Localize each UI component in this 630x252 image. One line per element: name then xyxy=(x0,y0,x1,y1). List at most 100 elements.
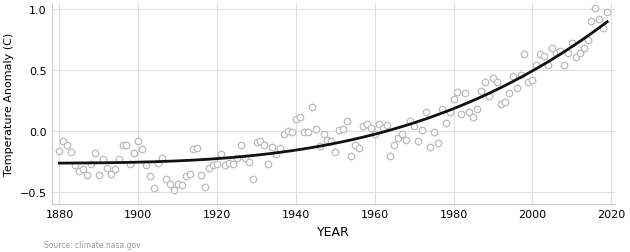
Point xyxy=(547,47,557,51)
Point xyxy=(578,47,588,51)
Point xyxy=(263,162,273,166)
Point xyxy=(472,108,482,112)
Point xyxy=(153,161,163,165)
Point xyxy=(318,132,328,136)
Point xyxy=(248,177,258,181)
Point xyxy=(492,81,502,85)
Point xyxy=(587,20,597,24)
Point xyxy=(366,126,376,130)
Point xyxy=(425,145,435,149)
Point xyxy=(137,148,147,152)
Point xyxy=(377,126,387,130)
Point xyxy=(232,156,242,160)
Point xyxy=(283,130,293,134)
Point xyxy=(456,113,466,117)
Point xyxy=(122,143,132,147)
Point xyxy=(197,173,207,177)
Point xyxy=(536,53,546,57)
Point xyxy=(323,138,333,142)
Point xyxy=(496,103,506,107)
Point xyxy=(433,142,443,146)
Point xyxy=(370,132,380,136)
Point xyxy=(267,145,277,149)
Point xyxy=(244,160,254,164)
Point xyxy=(173,182,183,186)
Point xyxy=(500,101,510,105)
Point xyxy=(449,98,459,102)
Point xyxy=(204,166,214,170)
Point xyxy=(590,7,600,11)
Point xyxy=(106,172,116,176)
Point xyxy=(326,139,336,143)
Point xyxy=(417,129,427,133)
Point xyxy=(503,92,513,96)
Point xyxy=(101,166,112,170)
Point xyxy=(314,144,324,148)
Point xyxy=(54,149,64,153)
Point xyxy=(354,147,364,151)
Point xyxy=(386,154,396,158)
Point xyxy=(555,49,565,53)
Point xyxy=(335,129,345,133)
Y-axis label: Temperature Anomaly (C): Temperature Anomaly (C) xyxy=(4,33,14,176)
Point xyxy=(515,74,525,78)
Point xyxy=(464,110,474,114)
Point xyxy=(165,182,175,186)
Point xyxy=(527,79,537,83)
Point xyxy=(440,121,450,125)
Point xyxy=(405,120,415,124)
Point xyxy=(295,115,305,119)
Point xyxy=(212,162,222,166)
Point xyxy=(149,187,159,191)
Point xyxy=(307,105,317,109)
Point xyxy=(251,141,261,145)
Point xyxy=(398,132,408,136)
Point xyxy=(185,172,195,176)
Point xyxy=(113,158,123,162)
Point xyxy=(374,122,384,126)
Point xyxy=(145,175,155,179)
Point xyxy=(271,153,281,157)
Point xyxy=(228,162,238,166)
Text: Source: climate.nasa.gov: Source: climate.nasa.gov xyxy=(44,240,140,249)
Point xyxy=(338,127,348,131)
Point xyxy=(200,185,210,190)
Point xyxy=(216,153,226,157)
Point xyxy=(362,122,372,126)
Point xyxy=(110,167,120,171)
Point xyxy=(192,147,202,151)
Point xyxy=(551,52,561,56)
Point xyxy=(117,143,127,147)
Point xyxy=(409,125,419,129)
Point xyxy=(275,147,285,151)
Point xyxy=(129,151,139,155)
Point xyxy=(208,164,218,168)
Point xyxy=(350,143,360,147)
Point xyxy=(342,120,352,124)
Point xyxy=(299,131,309,135)
Point xyxy=(181,175,191,179)
Point xyxy=(90,151,100,155)
Point xyxy=(141,164,151,168)
Point xyxy=(239,156,249,160)
Point xyxy=(382,123,392,128)
Point xyxy=(157,156,167,160)
Point xyxy=(161,177,171,181)
Point xyxy=(224,161,234,165)
Point xyxy=(598,26,609,30)
Point xyxy=(70,164,80,168)
Point xyxy=(62,143,72,147)
Point xyxy=(484,94,494,99)
X-axis label: YEAR: YEAR xyxy=(317,225,350,238)
Point xyxy=(66,150,76,154)
Point xyxy=(393,137,403,141)
Point xyxy=(389,143,399,147)
Point xyxy=(488,76,498,80)
Point xyxy=(59,139,69,143)
Point xyxy=(291,117,301,121)
Point xyxy=(437,108,447,112)
Point xyxy=(559,64,569,68)
Point xyxy=(78,167,88,171)
Point xyxy=(311,127,321,131)
Point xyxy=(98,158,108,162)
